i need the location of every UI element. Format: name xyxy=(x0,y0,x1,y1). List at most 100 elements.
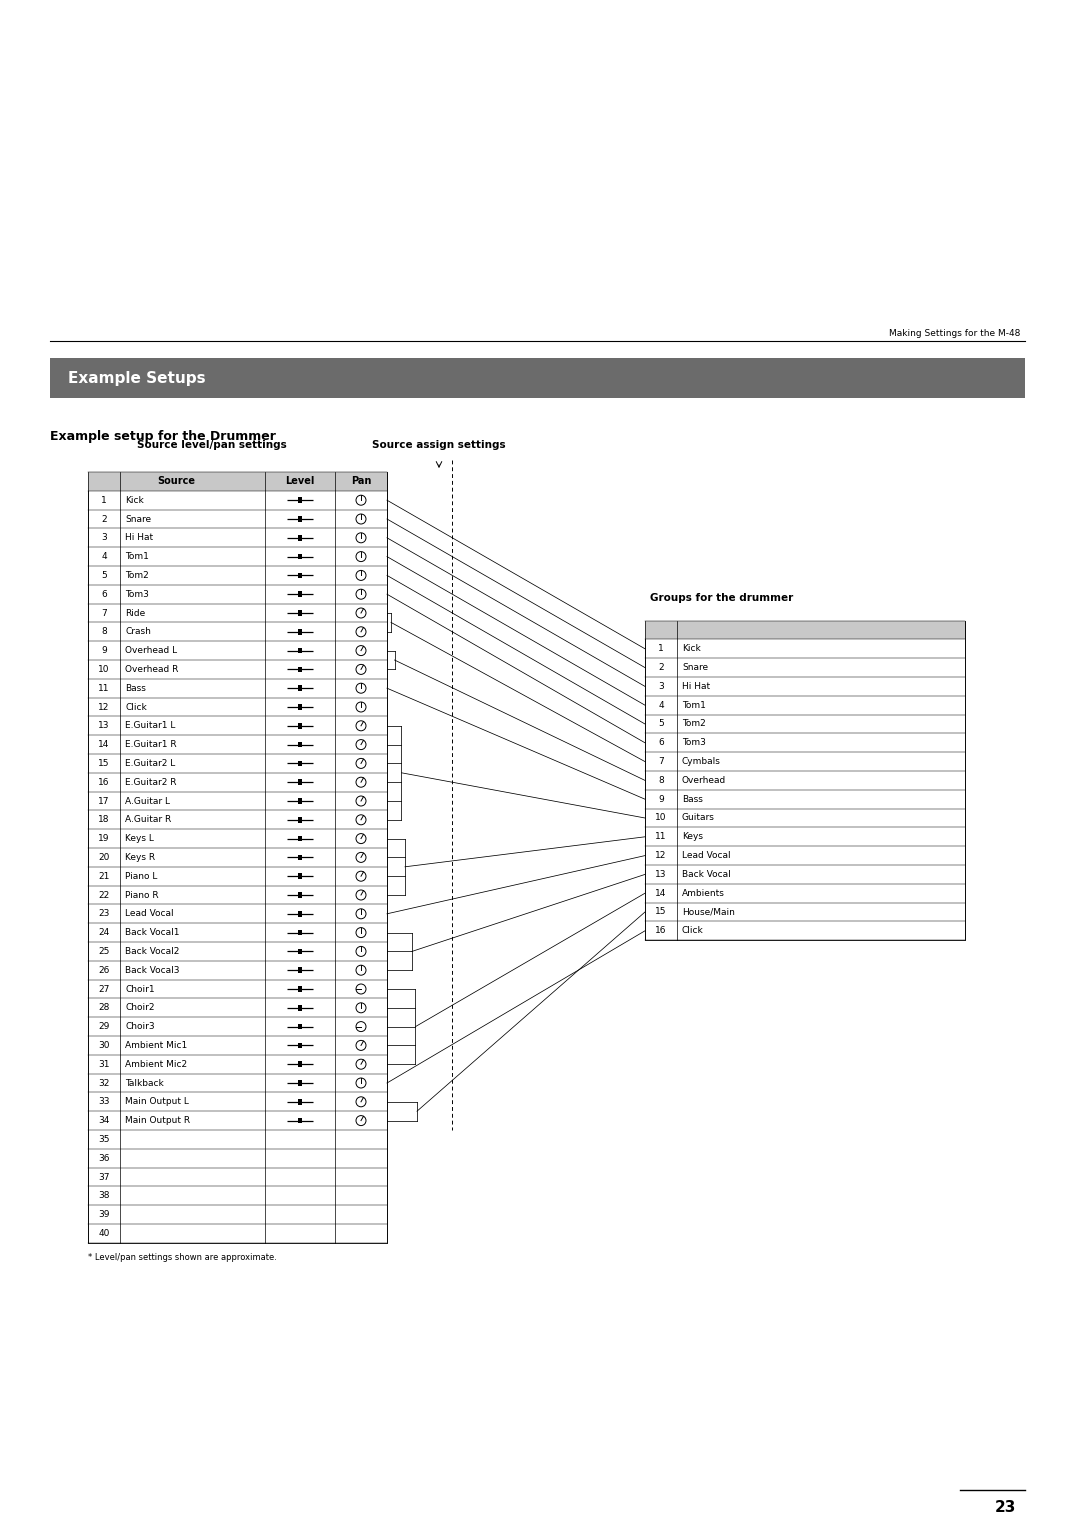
Text: 5: 5 xyxy=(658,720,664,729)
Bar xyxy=(298,1099,302,1105)
Bar xyxy=(298,836,302,842)
Bar xyxy=(298,1024,302,1030)
Bar xyxy=(87,472,387,490)
Text: 13: 13 xyxy=(98,721,110,730)
Text: Cymbals: Cymbals xyxy=(681,756,720,766)
Text: 37: 37 xyxy=(98,1172,110,1181)
Text: 26: 26 xyxy=(98,966,110,975)
Text: Ambients: Ambients xyxy=(681,889,725,897)
Text: 33: 33 xyxy=(98,1097,110,1106)
Text: Tom3: Tom3 xyxy=(681,738,706,747)
Text: Making Settings for the M-48: Making Settings for the M-48 xyxy=(889,329,1020,338)
Text: Groups for the drummer: Groups for the drummer xyxy=(650,593,793,602)
Bar xyxy=(298,686,302,691)
Text: Tom2: Tom2 xyxy=(125,571,149,581)
Text: Main Output R: Main Output R xyxy=(125,1115,190,1125)
Text: 10: 10 xyxy=(98,665,110,674)
Bar xyxy=(298,1118,302,1123)
Text: Source assign settings: Source assign settings xyxy=(373,440,505,451)
Text: 9: 9 xyxy=(102,646,107,656)
Text: 11: 11 xyxy=(656,833,666,842)
Text: 36: 36 xyxy=(98,1154,110,1163)
Bar xyxy=(298,1062,302,1067)
Bar xyxy=(298,949,302,953)
Text: Crash: Crash xyxy=(125,628,151,636)
Text: Talkback: Talkback xyxy=(125,1079,164,1088)
Text: Bass: Bass xyxy=(125,683,146,692)
Bar xyxy=(298,892,302,898)
Text: 15: 15 xyxy=(98,759,110,769)
Text: 39: 39 xyxy=(98,1210,110,1219)
Text: Overhead: Overhead xyxy=(681,776,726,785)
Text: Click: Click xyxy=(681,926,704,935)
Text: House/Main: House/Main xyxy=(681,908,734,917)
Text: 6: 6 xyxy=(102,590,107,599)
Text: 8: 8 xyxy=(658,776,664,785)
Text: Snare: Snare xyxy=(681,663,708,672)
Text: Keys: Keys xyxy=(681,833,703,842)
Text: Example setup for the Drummer: Example setup for the Drummer xyxy=(50,429,275,443)
Text: Overhead L: Overhead L xyxy=(125,646,177,656)
Text: Piano L: Piano L xyxy=(125,871,158,880)
Text: 1: 1 xyxy=(658,645,664,654)
Text: Back Vocal1: Back Vocal1 xyxy=(125,927,179,937)
Text: Bass: Bass xyxy=(681,795,703,804)
Bar xyxy=(298,498,302,503)
Text: Click: Click xyxy=(125,703,147,712)
Text: 34: 34 xyxy=(98,1115,110,1125)
Text: 3: 3 xyxy=(102,533,107,542)
Text: Pan: Pan xyxy=(351,477,372,486)
Text: Choir1: Choir1 xyxy=(125,984,154,993)
Text: Ambient Mic2: Ambient Mic2 xyxy=(125,1060,187,1068)
Text: 38: 38 xyxy=(98,1192,110,1201)
Bar xyxy=(298,666,302,672)
Bar xyxy=(645,620,966,940)
Bar xyxy=(298,516,302,521)
Bar xyxy=(645,620,966,639)
Text: 7: 7 xyxy=(658,756,664,766)
Text: Tom1: Tom1 xyxy=(125,552,149,561)
Bar xyxy=(298,986,302,992)
Text: Source: Source xyxy=(158,477,195,486)
Text: Source level/pan settings: Source level/pan settings xyxy=(137,440,286,451)
Text: 27: 27 xyxy=(98,984,110,993)
Text: Main Output L: Main Output L xyxy=(125,1097,189,1106)
Text: 16: 16 xyxy=(98,778,110,787)
Bar xyxy=(298,610,302,616)
Text: Back Vocal: Back Vocal xyxy=(681,869,731,879)
Bar xyxy=(298,573,302,578)
Text: 23: 23 xyxy=(98,909,110,918)
Text: Ride: Ride xyxy=(125,608,145,617)
Text: 14: 14 xyxy=(656,889,666,897)
Bar xyxy=(298,1042,302,1048)
Text: 23: 23 xyxy=(995,1500,1015,1516)
Text: 10: 10 xyxy=(656,813,666,822)
Text: A.Guitar L: A.Guitar L xyxy=(125,796,170,805)
Text: 12: 12 xyxy=(656,851,666,860)
Text: E.Guitar2 R: E.Guitar2 R xyxy=(125,778,176,787)
Text: E.Guitar2 L: E.Guitar2 L xyxy=(125,759,175,769)
Text: 3: 3 xyxy=(658,681,664,691)
Text: 2: 2 xyxy=(102,515,107,524)
Bar xyxy=(298,874,302,879)
Bar xyxy=(298,761,302,766)
Text: Lead Vocal: Lead Vocal xyxy=(681,851,731,860)
Text: E.Guitar1 R: E.Guitar1 R xyxy=(125,740,177,749)
Text: 8: 8 xyxy=(102,628,107,636)
Text: 25: 25 xyxy=(98,947,110,957)
Bar xyxy=(298,854,302,860)
Text: 16: 16 xyxy=(656,926,666,935)
Text: 22: 22 xyxy=(98,891,110,900)
Text: Choir2: Choir2 xyxy=(125,1004,154,1012)
Text: Hi Hat: Hi Hat xyxy=(681,681,711,691)
Text: Overhead R: Overhead R xyxy=(125,665,178,674)
Text: Tom2: Tom2 xyxy=(681,720,705,729)
Text: 6: 6 xyxy=(658,738,664,747)
Text: E.Guitar1 L: E.Guitar1 L xyxy=(125,721,175,730)
Text: Hi Hat: Hi Hat xyxy=(125,533,153,542)
Bar xyxy=(87,472,387,1242)
Bar xyxy=(298,535,302,541)
Text: 28: 28 xyxy=(98,1004,110,1012)
Text: Kick: Kick xyxy=(125,495,144,504)
Bar xyxy=(298,1080,302,1086)
